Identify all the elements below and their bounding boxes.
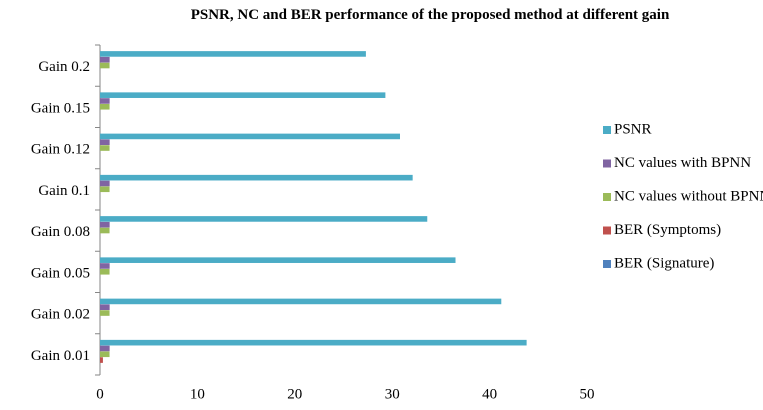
y-tick-label: Gain 0.12 xyxy=(31,142,90,158)
bar xyxy=(100,268,110,275)
bar xyxy=(100,357,103,363)
bar xyxy=(100,180,110,187)
x-tick-label: 50 xyxy=(580,386,595,402)
legend-swatch xyxy=(603,126,611,134)
bar xyxy=(100,257,456,263)
y-tick-label: Gain 0.2 xyxy=(38,59,90,75)
y-tick-label: Gain 0.01 xyxy=(31,348,90,364)
bar xyxy=(100,186,110,193)
bar xyxy=(100,133,400,140)
bar xyxy=(100,351,110,358)
y-tick-label: Gain 0.1 xyxy=(38,183,90,199)
y-tick-label: Gain 0.15 xyxy=(31,100,90,116)
bar xyxy=(100,145,110,151)
bar xyxy=(100,298,502,305)
bar xyxy=(100,92,386,98)
bar xyxy=(100,345,110,352)
bar xyxy=(100,174,413,181)
bar xyxy=(100,98,110,104)
chart-title: PSNR, NC and BER performance of the prop… xyxy=(190,7,670,23)
legend-swatch xyxy=(603,159,611,168)
bar xyxy=(100,56,110,63)
bar xyxy=(100,339,527,346)
legend-swatch xyxy=(603,260,611,268)
y-tick-label: Gain 0.02 xyxy=(31,307,90,323)
x-tick-label: 40 xyxy=(482,386,497,402)
bar xyxy=(100,227,110,234)
legend-swatch xyxy=(603,193,611,201)
legend-label: BER (Signature) xyxy=(614,255,714,271)
legend-label: PSNR xyxy=(614,121,652,137)
bar xyxy=(100,263,110,269)
legend-label: BER (Symptoms) xyxy=(614,222,721,238)
bar xyxy=(100,51,366,57)
legend-swatch xyxy=(603,226,611,235)
x-tick-label: 10 xyxy=(190,386,205,402)
bar xyxy=(100,62,110,69)
bar xyxy=(100,310,110,316)
bar xyxy=(100,216,428,222)
x-tick-label: 0 xyxy=(96,386,104,402)
x-tick-label: 20 xyxy=(287,386,302,402)
y-tick-label: Gain 0.08 xyxy=(31,224,90,240)
bar xyxy=(100,103,110,110)
bar xyxy=(100,139,110,146)
legend-label: NC values with BPNN xyxy=(614,155,751,171)
bar xyxy=(100,304,110,311)
legend-label: NC values without BPNN xyxy=(614,188,763,204)
y-tick-label: Gain 0.05 xyxy=(31,265,90,281)
bar xyxy=(100,221,110,228)
x-tick-label: 30 xyxy=(385,386,400,402)
